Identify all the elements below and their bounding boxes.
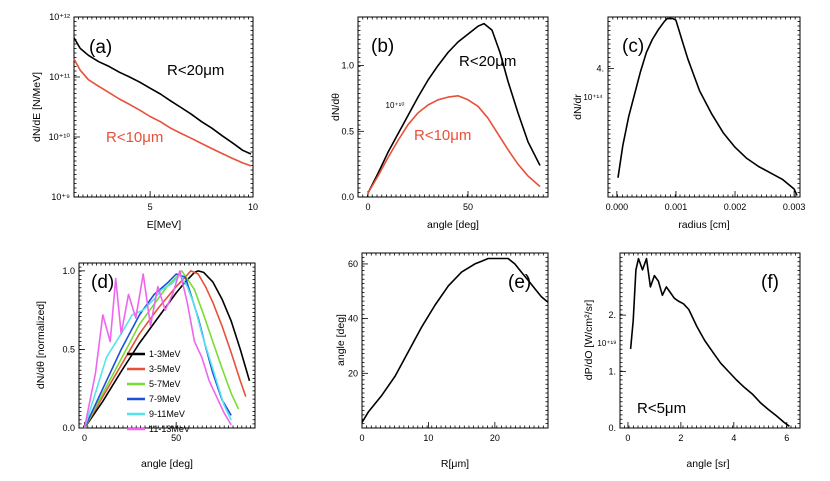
legend-entry: 5-7MeV xyxy=(149,379,181,389)
y-axis-label: dN/dθ [normalized] xyxy=(35,301,47,389)
panel-a xyxy=(73,16,254,198)
y-tick-label: 0. xyxy=(608,423,616,433)
y-tick-label: 40 xyxy=(348,314,358,324)
y-tick-label: 10⁺¹⁰ xyxy=(49,132,71,142)
axis-multiplier: 10⁺¹⁴ xyxy=(583,93,603,102)
y-tick-label: 1.0 xyxy=(341,61,354,71)
annotation-label: R<20μm xyxy=(459,53,516,70)
annotation-label: R<10μm xyxy=(414,127,471,144)
panel-label: (f) xyxy=(761,272,779,293)
legend-entry: 7-9MeV xyxy=(149,394,181,404)
y-tick-label: 0.0 xyxy=(62,423,75,433)
series-line-9-11mev xyxy=(83,273,232,429)
x-tick-label: 4 xyxy=(731,433,736,443)
panel-d xyxy=(78,262,256,431)
y-axis-label: angle [deg] xyxy=(335,314,347,366)
y-tick-label: 60 xyxy=(348,259,358,269)
panel-label: (e) xyxy=(508,272,531,293)
y-tick-label: 10⁺⁹ xyxy=(51,192,70,202)
panel-label: (d) xyxy=(91,272,114,293)
x-axis-label: E[MeV] xyxy=(147,219,182,231)
panel-label: (c) xyxy=(622,36,644,57)
annotation-label: R<10μm xyxy=(106,129,163,146)
x-tick-label: 20 xyxy=(490,433,500,443)
y-axis-label: dN/dθ xyxy=(330,93,342,121)
y-tick-label: 4. xyxy=(596,63,604,73)
x-tick-label: 6 xyxy=(784,433,789,443)
series-line-r-5-m xyxy=(629,257,790,427)
axis-multiplier: 10⁺¹⁹ xyxy=(597,339,616,348)
y-tick-label: 0.5 xyxy=(341,126,354,136)
x-axis-label: angle [deg] xyxy=(141,458,193,470)
y-tick-label: 10⁺¹¹ xyxy=(49,72,70,82)
y-tick-label: 0.5 xyxy=(62,344,75,354)
y-tick-label: 1.0 xyxy=(62,266,75,276)
panel-f xyxy=(619,252,801,429)
y-axis-label: dP/dO [W/cm²/sr] xyxy=(583,300,595,381)
legend-entry: 3-5MeV xyxy=(149,364,181,374)
x-tick-label: 50 xyxy=(463,202,473,212)
y-tick-label: 1. xyxy=(608,367,616,377)
series-line-11-13mev xyxy=(83,270,232,429)
x-axis-label: radius [cm] xyxy=(678,219,729,231)
x-tick-label: 0.002 xyxy=(724,202,747,212)
x-tick-label: 5 xyxy=(148,202,153,212)
panel-c xyxy=(607,16,801,198)
legend-entry: 9-11MeV xyxy=(149,409,185,419)
x-tick-label: 0 xyxy=(365,202,370,212)
y-tick-label: 10⁺¹² xyxy=(49,12,70,22)
x-axis-label: angle [sr] xyxy=(686,458,729,470)
series-line-r-10-m xyxy=(367,95,541,194)
annotation-label: R<5μm xyxy=(637,400,686,417)
series-line-r-10-m xyxy=(73,58,252,167)
annotation-label: R<20μm xyxy=(167,62,224,79)
legend-entry: 11-13MeV xyxy=(149,424,190,434)
series-line-r-20-m xyxy=(73,37,252,155)
x-axis-label: R[μm] xyxy=(441,458,469,470)
x-tick-label: 0.001 xyxy=(665,202,688,212)
panel-e xyxy=(361,252,549,429)
series-line-r-20-m xyxy=(367,22,541,194)
y-axis-label: dN/dE [N/MeV] xyxy=(31,72,43,142)
x-tick-label: 10 xyxy=(423,433,433,443)
y-tick-label: 20 xyxy=(348,368,358,378)
axis-multiplier: 10⁺¹⁰ xyxy=(386,101,405,110)
y-tick-label: 2. xyxy=(608,310,616,320)
y-tick-label: 0.0 xyxy=(341,192,354,202)
x-tick-label: 0 xyxy=(625,433,630,443)
legend-entry: 1-3MeV xyxy=(149,349,181,359)
y-axis-label: dN/dr xyxy=(572,94,584,120)
x-tick-label: 10 xyxy=(248,202,258,212)
x-tick-label: 0.000 xyxy=(606,202,629,212)
x-tick-label: 50 xyxy=(171,433,181,443)
series-line-angle xyxy=(361,257,549,423)
panel-label: (a) xyxy=(89,37,112,58)
panel-label: (b) xyxy=(371,36,394,57)
x-tick-label: 0 xyxy=(359,433,364,443)
x-axis-label: angle [deg] xyxy=(427,219,479,231)
x-tick-label: 2 xyxy=(678,433,683,443)
panel-b xyxy=(357,16,549,198)
series-line-dn-dr xyxy=(617,17,798,196)
series-line-5-7mev xyxy=(83,270,240,429)
x-tick-label: 0.003 xyxy=(783,202,806,212)
x-tick-label: 0 xyxy=(82,433,87,443)
